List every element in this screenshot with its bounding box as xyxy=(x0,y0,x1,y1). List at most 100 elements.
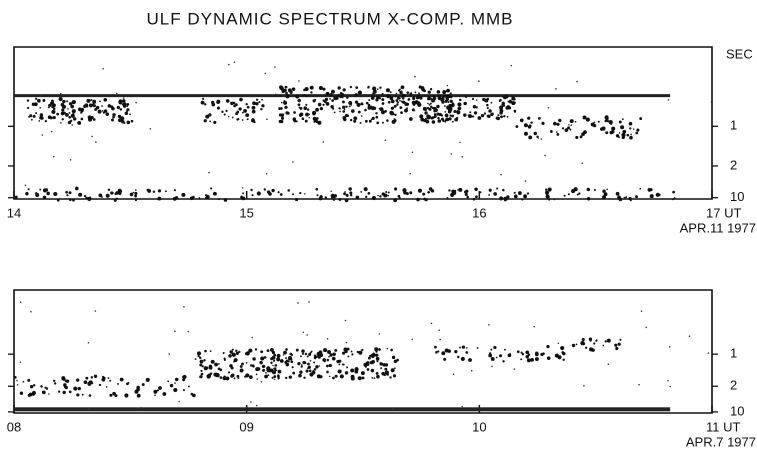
spectral-dot xyxy=(345,341,348,344)
spectral-dot xyxy=(414,75,416,78)
spectral-dot xyxy=(346,114,350,118)
spectral-dot xyxy=(271,355,276,360)
spectral-dot xyxy=(62,377,66,381)
spectral-dot xyxy=(381,92,384,96)
spectral-dot xyxy=(331,356,336,361)
spectral-dot xyxy=(78,107,82,111)
spectral-dot xyxy=(322,141,325,143)
spectral-dot xyxy=(502,188,505,192)
spectral-dot xyxy=(203,119,207,123)
spectral-dot xyxy=(316,194,319,197)
spectral-dot xyxy=(328,355,330,358)
spectral-dot xyxy=(337,86,341,90)
spectral-dot xyxy=(68,111,71,114)
spectral-dot xyxy=(198,197,201,199)
spectral-dot xyxy=(270,348,274,352)
spectral-dot xyxy=(81,393,84,396)
spectral-dot xyxy=(436,112,440,116)
spectral-dot xyxy=(396,358,399,362)
spectral-dot xyxy=(545,194,550,199)
spectral-dot xyxy=(603,192,608,197)
spectral-dot xyxy=(178,400,180,403)
spectral-dot xyxy=(182,375,185,379)
x-tick-label: 08 xyxy=(7,419,21,434)
spectral-dot xyxy=(390,106,395,110)
spectral-dot xyxy=(436,90,441,94)
spectral-dot xyxy=(379,86,382,89)
spectral-dot xyxy=(181,192,186,197)
spectral-dot xyxy=(593,121,596,124)
spectral-dot xyxy=(211,100,215,105)
spectral-dot xyxy=(371,116,375,120)
spectral-dot xyxy=(204,196,208,199)
spectral-dot xyxy=(429,88,433,91)
spectral-dot xyxy=(141,383,145,387)
spectral-dot xyxy=(441,351,446,356)
spectral-dot xyxy=(655,192,660,197)
spectral-dot xyxy=(457,355,460,359)
spectral-dot xyxy=(490,348,493,351)
spectral-dot xyxy=(422,192,426,196)
spectral-dot xyxy=(69,198,72,202)
spectral-dot xyxy=(62,111,66,115)
spectral-dot xyxy=(586,197,591,201)
spectral-dot xyxy=(556,122,560,126)
spectral-dot xyxy=(565,128,569,132)
spectral-dot xyxy=(53,379,56,382)
spectral-dot xyxy=(547,106,550,109)
spectral-dot xyxy=(707,352,710,354)
spectral-dot xyxy=(605,131,609,135)
spectral-dot xyxy=(27,106,30,110)
spectral-dot xyxy=(375,115,379,119)
spectral-dot xyxy=(126,108,130,112)
spectral-dot xyxy=(61,104,66,109)
spectral-dot xyxy=(354,369,359,374)
spectral-dot xyxy=(458,187,463,192)
spectral-dot xyxy=(429,102,432,105)
spectral-dot xyxy=(446,196,449,199)
spectral-dot xyxy=(602,344,605,347)
spectral-dot xyxy=(488,353,493,358)
spectral-dot xyxy=(344,198,349,203)
spectral-dot xyxy=(617,136,620,139)
spectral-dot xyxy=(250,401,252,403)
spectral-dot xyxy=(576,193,579,196)
spectral-dot xyxy=(280,116,285,120)
spectral-dot xyxy=(503,96,507,100)
spectral-dot xyxy=(67,120,72,125)
spectral-dot xyxy=(419,114,424,119)
spectral-dot xyxy=(431,120,436,124)
spectral-dot xyxy=(403,190,407,195)
spectral-dot xyxy=(13,376,17,379)
spectral-dot xyxy=(72,112,75,115)
spectral-dot xyxy=(454,349,458,354)
spectral-dot xyxy=(342,110,346,113)
spectral-dot xyxy=(292,161,294,163)
spectral-dot xyxy=(292,371,296,375)
spectral-dot xyxy=(628,121,633,126)
spectral-dot xyxy=(486,97,490,101)
spectral-dot xyxy=(461,345,466,349)
spectral-dot xyxy=(540,352,544,357)
spectral-dot xyxy=(140,406,143,409)
spectral-dot xyxy=(183,306,185,308)
spectral-dot xyxy=(300,355,302,358)
spectral-dot xyxy=(90,98,93,102)
spectral-dot xyxy=(74,186,79,191)
spectral-dot xyxy=(373,377,376,380)
spectral-dot xyxy=(301,349,305,353)
spectral-dot xyxy=(404,102,408,107)
spectral-dot xyxy=(51,105,54,109)
spectral-dot xyxy=(300,365,303,368)
spectral-dot xyxy=(549,130,553,133)
spectral-dot xyxy=(639,187,642,190)
spectral-dot xyxy=(287,189,290,192)
spectral-dot xyxy=(258,101,261,104)
spectral-dot xyxy=(451,114,455,118)
spectral-dot xyxy=(349,191,353,195)
spectral-dot xyxy=(326,364,329,368)
spectral-dot xyxy=(393,119,397,122)
spectral-dot xyxy=(585,346,588,349)
spectral-dot xyxy=(576,80,578,83)
spectral-dot xyxy=(98,193,103,198)
